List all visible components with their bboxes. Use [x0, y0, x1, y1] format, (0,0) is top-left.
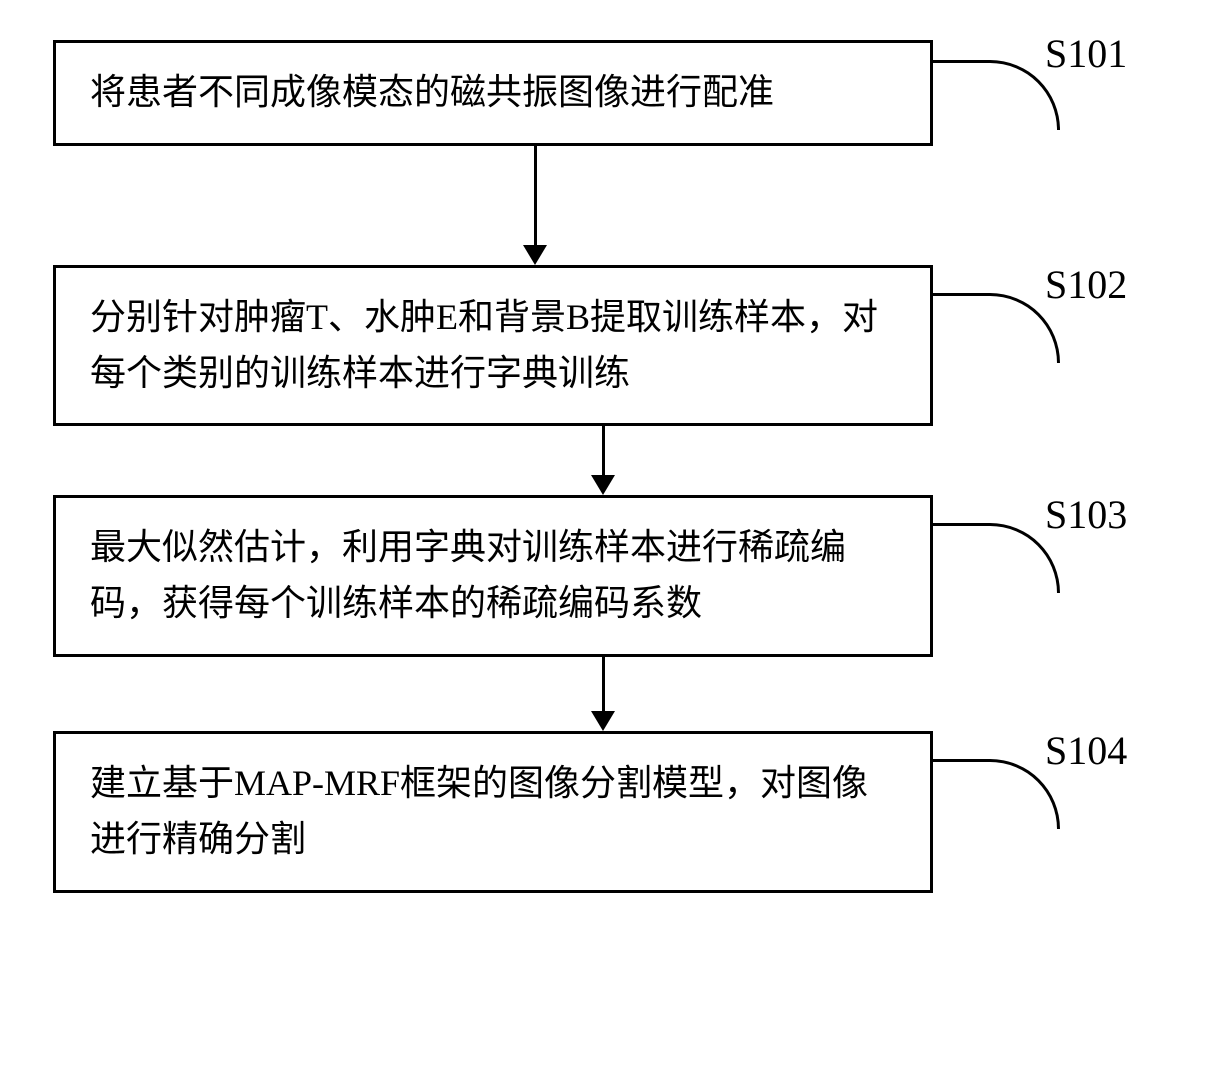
label-wrap-s101: S101	[933, 40, 1153, 146]
arrow-wrapper-2	[163, 426, 1043, 495]
arrow-down-icon	[523, 146, 547, 265]
step-label: S103	[1045, 491, 1127, 538]
arrow-wrapper-1	[163, 146, 1043, 265]
step-label: S101	[1045, 30, 1127, 77]
arrow-head-icon	[591, 711, 615, 731]
step-label: S102	[1045, 261, 1127, 308]
step-row-s103: 最大似然估计，利用字典对训练样本进行稀疏编码，获得每个训练样本的稀疏编码系数 S…	[53, 495, 1153, 657]
connector-curve	[930, 60, 1060, 130]
arrow-shaft	[534, 146, 537, 246]
label-wrap-s104: S104	[933, 731, 1153, 893]
arrow-head-icon	[591, 475, 615, 495]
arrow-head-icon	[523, 245, 547, 265]
step-row-s104: 建立基于MAP-MRF框架的图像分割模型，对图像进行精确分割 S104	[53, 731, 1153, 893]
arrow-down-icon	[591, 657, 615, 731]
step-box-s102: 分别针对肿瘤T、水肿E和背景B提取训练样本，对每个类别的训练样本进行字典训练	[53, 265, 933, 427]
step-box-s103: 最大似然估计，利用字典对训练样本进行稀疏编码，获得每个训练样本的稀疏编码系数	[53, 495, 933, 657]
connector-curve	[930, 759, 1060, 829]
step-text: 分别针对肿瘤T、水肿E和背景B提取训练样本，对每个类别的训练样本进行字典训练	[90, 290, 896, 402]
step-box-s104: 建立基于MAP-MRF框架的图像分割模型，对图像进行精确分割	[53, 731, 933, 893]
step-text: 最大似然估计，利用字典对训练样本进行稀疏编码，获得每个训练样本的稀疏编码系数	[90, 520, 896, 632]
step-label: S104	[1045, 727, 1127, 774]
step-box-s101: 将患者不同成像模态的磁共振图像进行配准	[53, 40, 933, 146]
step-row-s102: 分别针对肿瘤T、水肿E和背景B提取训练样本，对每个类别的训练样本进行字典训练 S…	[53, 265, 1153, 427]
arrow-wrapper-3	[163, 657, 1043, 731]
label-wrap-s102: S102	[933, 265, 1153, 427]
step-text: 建立基于MAP-MRF框架的图像分割模型，对图像进行精确分割	[90, 756, 896, 868]
label-wrap-s103: S103	[933, 495, 1153, 657]
step-row-s101: 将患者不同成像模态的磁共振图像进行配准 S101	[53, 40, 1153, 146]
arrow-shaft	[602, 426, 605, 476]
arrow-shaft	[602, 657, 605, 712]
step-text: 将患者不同成像模态的磁共振图像进行配准	[90, 65, 774, 121]
arrow-down-icon	[591, 426, 615, 495]
flowchart-container: 将患者不同成像模态的磁共振图像进行配准 S101 分别针对肿瘤T、水肿E和背景B…	[53, 40, 1153, 893]
connector-curve	[930, 293, 1060, 363]
connector-curve	[930, 523, 1060, 593]
